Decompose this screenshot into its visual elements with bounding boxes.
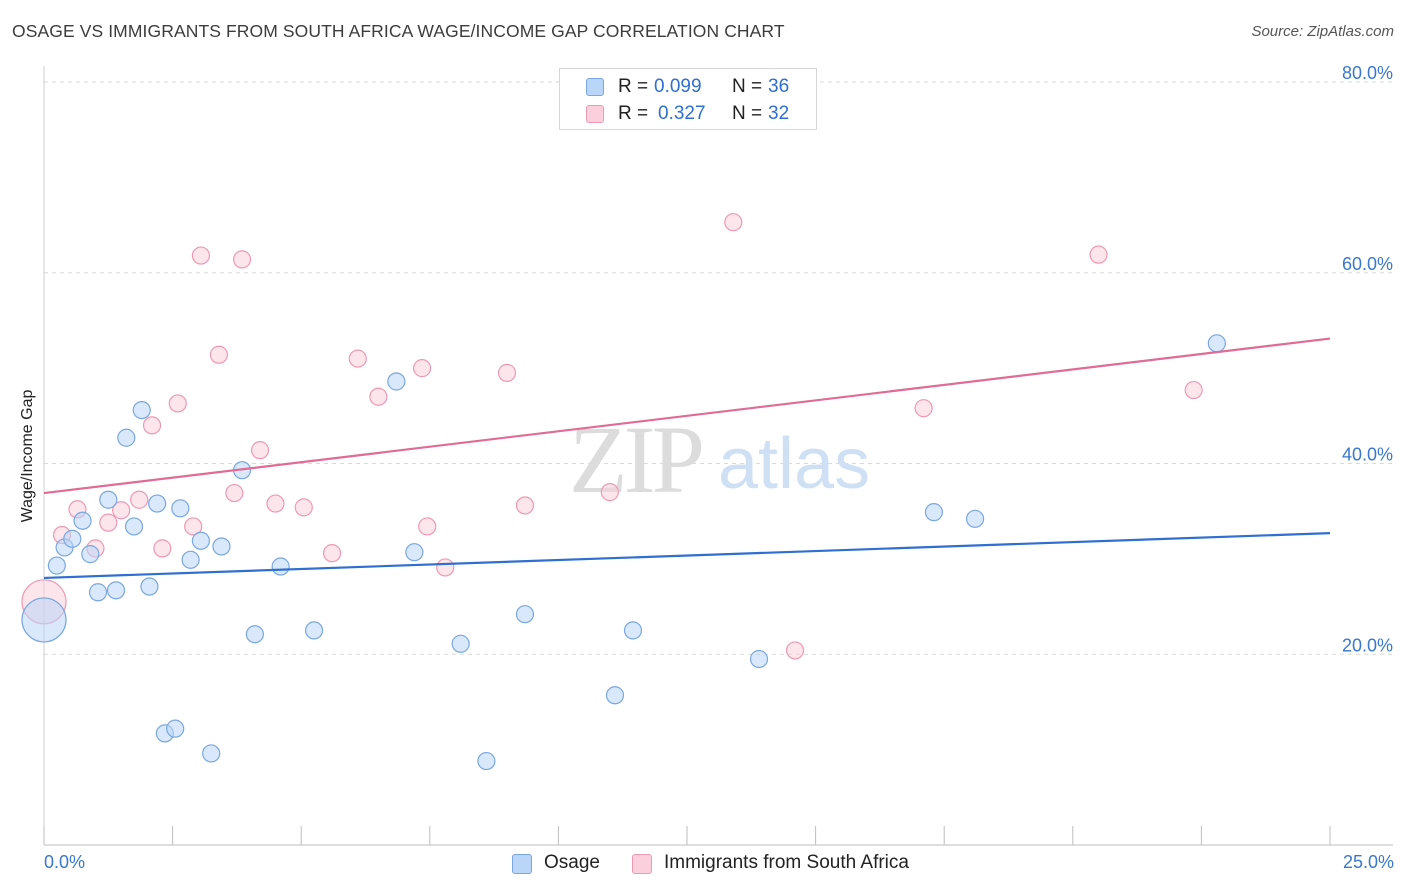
south-africa-point [209, 345, 228, 364]
y-tick-label: 20.0% [1342, 635, 1393, 655]
osage-point [21, 597, 67, 643]
legend-n-label: N = [732, 76, 763, 97]
osage-point [1207, 334, 1226, 353]
south-africa-point [225, 483, 244, 503]
chart-title: OSAGE VS IMMIGRANTS FROM SOUTH AFRICA WA… [12, 21, 785, 41]
south-africa-point [130, 490, 149, 509]
osage-point [63, 529, 82, 548]
osage-point [965, 509, 985, 528]
x-tick-max: 25.0% [1342, 852, 1394, 872]
south-africa-point [142, 416, 162, 435]
osage-point [124, 517, 144, 536]
south-africa-point [436, 558, 455, 577]
legend-n-value: 32 [768, 103, 790, 124]
y-tick-label: 60.0% [1342, 254, 1393, 274]
south-africa-point [600, 483, 619, 502]
osage-point [117, 428, 136, 447]
south-africa-point [1089, 245, 1108, 264]
series-swatch-south-africa [632, 854, 652, 874]
osage-point [477, 751, 496, 771]
osage-point [245, 625, 265, 644]
osage-points [21, 334, 1226, 771]
source-label: Source: ZipAtlas.com [1251, 23, 1394, 40]
legend-n-label: N = [732, 103, 763, 124]
osage-point [99, 490, 118, 509]
south-africa-point [250, 441, 270, 460]
legend-swatch-osage [586, 78, 604, 96]
south-africa-point [232, 250, 252, 269]
grid-lines [44, 81, 1393, 655]
x-tick-min: 0.0% [44, 852, 86, 872]
osage-point [73, 511, 92, 530]
legend-r-label: R = [618, 103, 649, 124]
south-africa-point [369, 387, 388, 406]
osage-point [88, 583, 108, 602]
south-africa-point [168, 394, 187, 413]
south-africa-point [515, 496, 535, 515]
osage-point [47, 556, 66, 575]
osage-point [271, 557, 290, 576]
south-africa-point [112, 501, 131, 520]
osage-point [405, 543, 424, 562]
osage-point [304, 621, 324, 640]
osage-point [212, 537, 231, 556]
osage-point [166, 719, 185, 738]
south-africa-point [497, 363, 517, 382]
legend-r-value: 0.327 [658, 103, 706, 124]
south-africa-point [184, 517, 203, 536]
osage-point [181, 550, 200, 569]
osage-point [623, 621, 643, 640]
osage-trend-line [43, 532, 1331, 580]
osage-point [106, 581, 126, 600]
south-africa-trend-line [43, 337, 1331, 495]
watermark-zip: ZIP [569, 406, 702, 513]
legend-r-label: R = [618, 76, 649, 97]
legend-n-value: 36 [768, 76, 790, 97]
watermark: ZIP atlas [569, 406, 870, 513]
osage-point [171, 499, 190, 518]
legend-swatch-south-africa [586, 105, 604, 123]
y-axis-label: Wage/Income Gap [19, 389, 36, 523]
osage-point [148, 494, 167, 513]
y-tick-label: 40.0% [1342, 445, 1393, 465]
osage-point [605, 686, 625, 705]
south-africa-point [266, 494, 285, 513]
south-africa-point [724, 213, 743, 232]
south-africa-point [294, 498, 313, 517]
osage-point [140, 577, 159, 596]
axes [43, 66, 1393, 846]
south-africa-point [914, 399, 933, 418]
osage-point [515, 605, 535, 624]
osage-point [202, 744, 221, 763]
trend-lines [43, 337, 1331, 580]
watermark-atlas: atlas [718, 424, 870, 504]
osage-point [132, 400, 151, 420]
correlation-legend: R = 0.099 N = 36 R = 0.327 N = 32 [559, 68, 817, 130]
south-africa-point [191, 246, 210, 265]
osage-point [451, 634, 470, 653]
south-africa-point [418, 517, 437, 536]
y-tick-label: 80.0% [1342, 63, 1393, 83]
south-africa-point [785, 641, 805, 660]
south-africa-point [99, 513, 118, 532]
osage-point [387, 372, 406, 391]
south-africa-point [1184, 380, 1203, 400]
osage-point [81, 545, 100, 564]
south-africa-point [153, 539, 172, 558]
series-label-south-africa: Immigrants from South Africa [664, 852, 909, 873]
south-africa-point [412, 359, 432, 378]
y-tick-labels: 20.0% 40.0% 60.0% 80.0% [1342, 63, 1393, 655]
series-label-osage: Osage [544, 852, 600, 873]
south-africa-point [348, 349, 367, 368]
osage-point [191, 531, 210, 550]
osage-point [924, 503, 944, 522]
osage-point [749, 649, 769, 669]
series-swatch-osage [512, 854, 532, 874]
legend-r-value: 0.099 [654, 76, 702, 97]
south-africa-point [322, 544, 342, 563]
